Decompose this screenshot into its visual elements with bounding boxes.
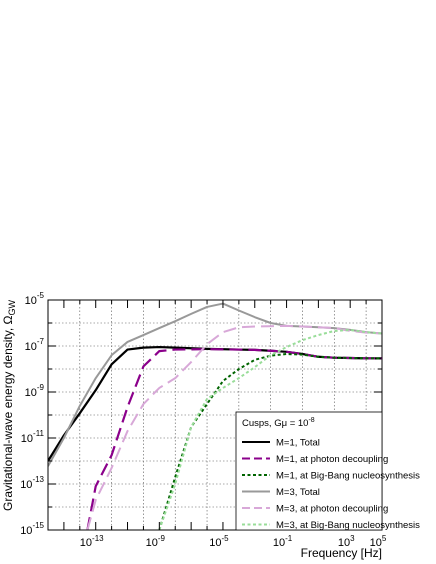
x-tick-label-base: 10	[370, 537, 382, 549]
x-tick-label-exp: -9	[158, 534, 166, 543]
y-tick-label: 10-11	[21, 429, 45, 445]
legend-label-4: M=3, Total	[276, 487, 320, 498]
y-tick-label-exp: -5	[37, 291, 45, 300]
legend-title-main: Cusps, Gμ = 10	[242, 418, 308, 429]
y-tick-label-base: 10	[20, 479, 32, 491]
series-line-6	[158, 328, 382, 530]
x-axis-label: Frequency [Hz]	[301, 546, 382, 560]
x-tick-label: 10-13	[80, 534, 104, 549]
legend-title: Cusps, Gμ = 10-8	[242, 417, 315, 429]
legend: Cusps, Gμ = 10-8 M=1, Total M=1, at photon…	[235, 411, 420, 531]
y-tick-label: 10-5	[25, 291, 45, 307]
x-tick-label: 10-5	[209, 534, 229, 549]
legend-title-exp: -8	[308, 417, 314, 424]
y-tick-label-base: 10	[25, 387, 37, 399]
y-tick-label: 10-9	[25, 383, 45, 399]
series-lines	[48, 302, 382, 530]
x-tick-label-base: 10	[146, 537, 158, 549]
x-tick-label-base: 10	[80, 537, 92, 549]
x-tick-label-exp: 5	[382, 534, 387, 543]
series-line-5	[86, 324, 382, 530]
x-tick-label: 10-1	[273, 534, 293, 549]
y-tick-label-exp: -11	[33, 429, 45, 438]
y-tick-label-exp: -7	[37, 337, 45, 346]
x-tick-label-exp: -1	[285, 534, 293, 543]
y-axis-label-main: Gravitational-wave energy density, Ω	[1, 315, 15, 511]
x-tick-label-base: 10	[209, 537, 221, 549]
y-tick-label: 10-13	[20, 475, 44, 491]
x-tick-label-exp: -13	[92, 534, 104, 543]
y-axis-label: Gravitational-wave energy density, ΩGW	[1, 299, 17, 511]
y-tick-label-exp: -15	[32, 521, 44, 530]
x-tick-label: 10-9	[146, 534, 166, 549]
legend-label-3: M=1, at Big-Bang nucleosynthesis	[276, 471, 420, 482]
x-tick-label: 105	[370, 534, 387, 549]
legend-label-5: M=3, at photon decoupling	[276, 504, 388, 515]
legend-label-2: M=1, at photon decoupling	[276, 454, 388, 465]
y-tick-label-base: 10	[20, 525, 32, 537]
y-axis-label-sub: GW	[7, 299, 17, 315]
x-tick-label-base: 10	[338, 537, 350, 549]
y-tick-label-exp: -9	[37, 383, 45, 392]
legend-label-6: M=3, at Big-Bang nucleosynthesis	[276, 520, 420, 531]
axes: 10-13 10-9 10-5 10-1 103 10510-1510-1310-1110…	[20, 291, 387, 549]
legend-box	[235, 411, 383, 531]
legend-label-1: M=1, Total	[276, 438, 320, 449]
x-tick-label: 103	[338, 534, 355, 549]
y-tick-label: 10-15	[20, 521, 44, 537]
x-tick-label-base: 10	[273, 537, 285, 549]
x-tick-label-exp: -5	[222, 534, 230, 543]
y-tick-label-base: 10	[25, 341, 37, 353]
x-tick-label-exp: 3	[350, 534, 355, 543]
y-tick-label: 10-7	[25, 337, 45, 353]
y-tick-label-exp: -13	[32, 475, 44, 484]
series-line-2	[86, 348, 382, 530]
y-tick-label-base: 10	[25, 295, 37, 307]
y-tick-label-base: 10	[21, 433, 33, 445]
